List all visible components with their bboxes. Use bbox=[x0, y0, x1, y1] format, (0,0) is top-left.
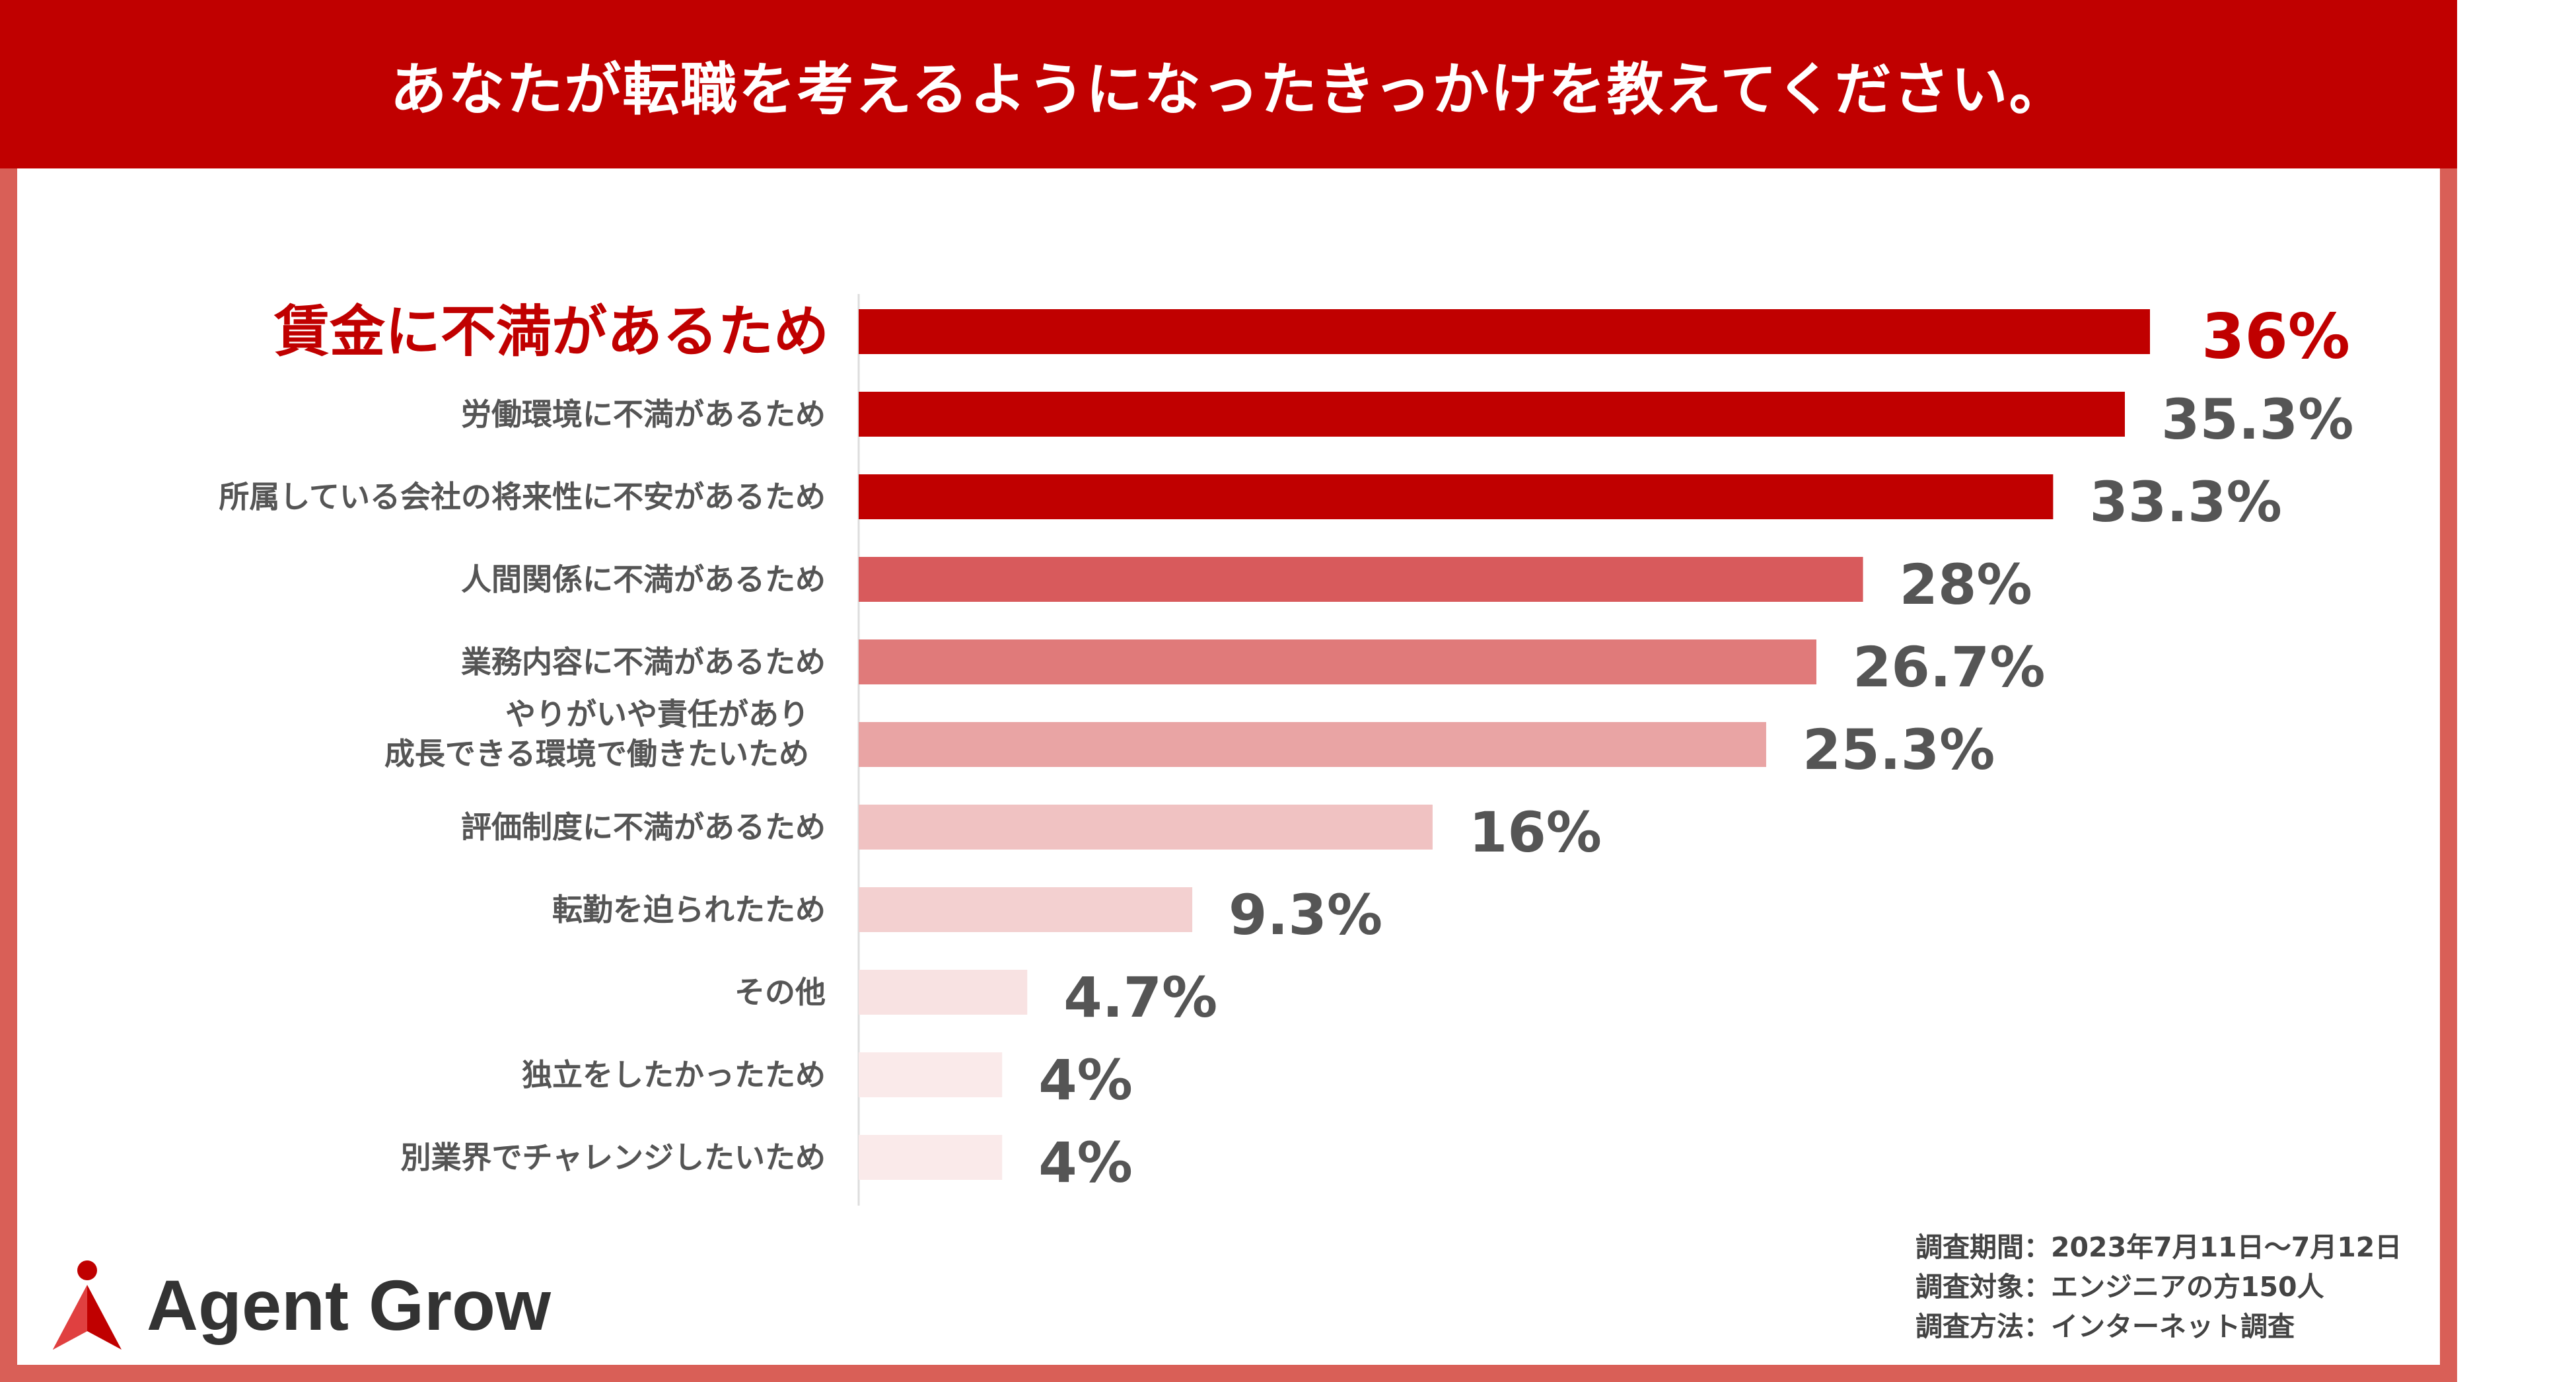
category-label-2: 所属している会社の将来性に不安があるため bbox=[219, 479, 826, 515]
bars bbox=[859, 309, 2150, 1180]
category-label-0: 賃金に不満があるため bbox=[273, 299, 829, 364]
survey-info: 調査期間：2023年7月11日〜7月12日 調査対象：エンジニアの方150人 調… bbox=[1915, 1227, 2402, 1346]
survey-method: 調査方法：インターネット調査 bbox=[1915, 1311, 2295, 1342]
survey-target: 調査対象：エンジニアの方150人 bbox=[1915, 1271, 2324, 1303]
bar-9 bbox=[859, 1052, 1003, 1097]
bar-6 bbox=[859, 805, 1433, 850]
survey-period: 調査期間：2023年7月11日〜7月12日 bbox=[1915, 1231, 2402, 1263]
bar-7 bbox=[859, 887, 1193, 932]
value-label-4: 26.7% bbox=[1853, 635, 2045, 700]
bar-5 bbox=[859, 722, 1766, 767]
value-labels: 36% 35.3% 33.3% 28% 26.7% 25.3% 16% 9.3%4.7% 4% 4… bbox=[1038, 301, 2353, 1196]
category-labels: 賃金に不満があるため労働環境に不満があるため所属している会社の将来性に不安がある… bbox=[219, 299, 829, 1175]
value-label-6: 16% bbox=[1469, 800, 1602, 865]
value-label-2: 33.3% bbox=[2089, 470, 2281, 534]
category-label-6: 評価制度に不満があるため bbox=[461, 809, 826, 845]
agent-grow-logo-icon bbox=[53, 1260, 122, 1350]
category-label-9: 独立をしたかったため bbox=[522, 1057, 826, 1093]
category-label-3: 人間関係に不満があるため bbox=[461, 562, 826, 597]
value-label-5: 25.3% bbox=[1803, 717, 1995, 782]
brand-logo: Agent Grow bbox=[48, 1255, 551, 1354]
category-label-1: 労働環境に不満があるため bbox=[461, 396, 826, 432]
chart-frame bbox=[0, 0, 2457, 1382]
value-label-10: 4% bbox=[1038, 1130, 1133, 1195]
value-label-3: 28% bbox=[1900, 552, 2032, 617]
chart-title: あなたが転職を考えるようになったきっかけを教えてください。 bbox=[390, 57, 2067, 123]
category-label-10: 別業界でチャレンジしたいため bbox=[400, 1140, 826, 1175]
category-label-4: 業務内容に不満があるため bbox=[461, 644, 826, 680]
bar-3 bbox=[859, 557, 1863, 602]
bar-10 bbox=[859, 1135, 1003, 1180]
category-label-8: その他 bbox=[734, 974, 826, 1010]
category-label-5: やりがいや責任があり成長できる環境で働きたいため bbox=[384, 696, 809, 772]
title-banner: あなたが転職を考えるようになったきっかけを教えてください。 bbox=[0, 0, 2457, 168]
bar-4 bbox=[859, 639, 1816, 684]
value-label-1: 35.3% bbox=[2161, 387, 2353, 452]
value-label-9: 4% bbox=[1038, 1048, 1133, 1112]
value-label-7: 9.3% bbox=[1229, 883, 1382, 947]
bar-1 bbox=[859, 392, 2125, 437]
category-label-7: 転勤を迫られたため bbox=[552, 892, 826, 927]
bar-0 bbox=[859, 309, 2150, 354]
brand-name: Agent Grow bbox=[147, 1264, 551, 1345]
value-label-8: 4.7% bbox=[1063, 965, 1217, 1030]
bar-2 bbox=[859, 474, 2054, 519]
bar-8 bbox=[859, 970, 1028, 1015]
value-label-0: 36% bbox=[2201, 301, 2350, 373]
